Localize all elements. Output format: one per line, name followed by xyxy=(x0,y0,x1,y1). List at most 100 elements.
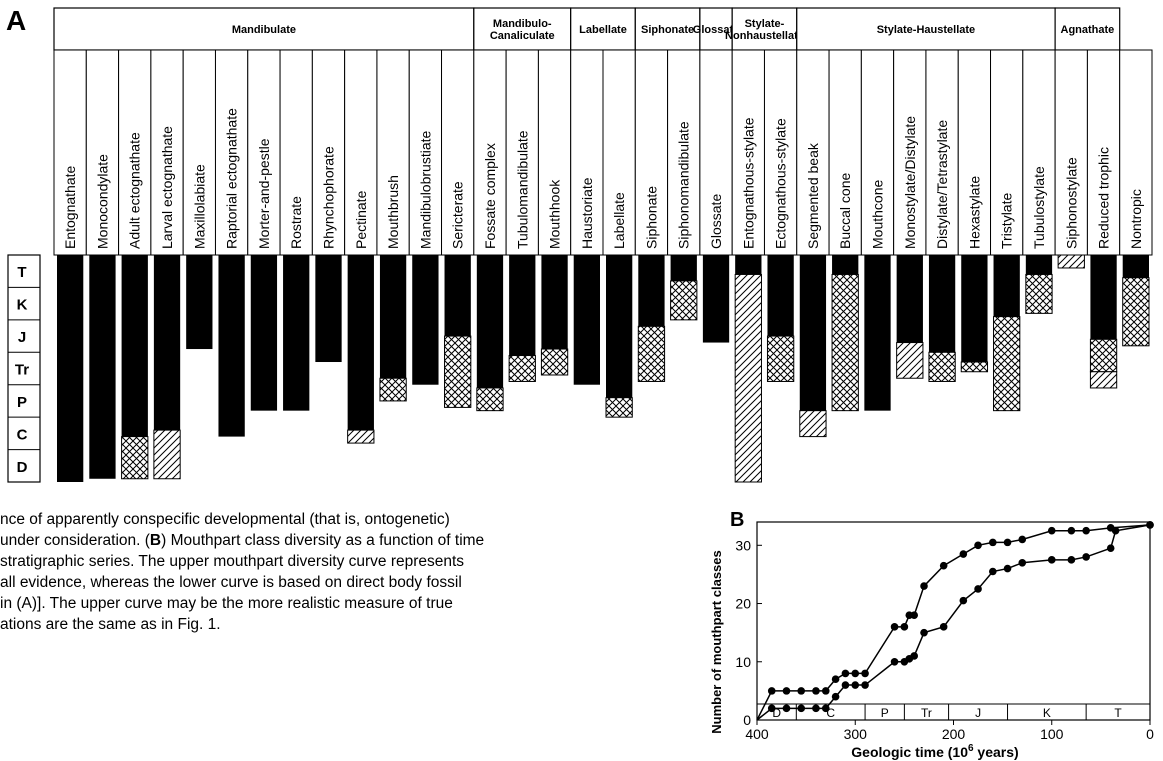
series-1-point-26 xyxy=(1146,521,1154,529)
group-label-1: Mandibulo-Canaliculate xyxy=(490,18,555,42)
series-0-point-14 xyxy=(920,582,928,590)
series-1-point-16 xyxy=(959,596,968,605)
series-0-point-7 xyxy=(841,669,850,678)
series-1-point-4 xyxy=(812,704,820,713)
bar-crosshatch-22 xyxy=(766,335,795,382)
series-1-point-25 xyxy=(1111,526,1120,535)
b-ytick-label-0: 0 xyxy=(743,712,751,728)
figure-a-stratigraphic-chart: A Mandibulate Mandibulo-Canaliculate Label… xyxy=(6,5,1153,483)
class-name-26: Monostylate/Distylate xyxy=(902,116,918,249)
bar-solid-7 xyxy=(283,255,310,411)
series-0-point-9 xyxy=(861,669,869,678)
bar-crosshatch-18 xyxy=(637,325,666,382)
class-name-19: Siphonomandibulate xyxy=(676,121,692,249)
period-label-3: Tr xyxy=(15,362,29,379)
y-axis-label: Number of mouthpart classes xyxy=(709,550,724,734)
class-name-9: Pectinate xyxy=(353,190,369,249)
class-name-20: Glossate xyxy=(708,194,724,249)
class-cell-6 xyxy=(247,49,281,256)
figure-b-diversity-chart: B Number of mouthpart classes Geologic t… xyxy=(709,509,1154,760)
caption-line-1: nce of apparently conspecific developmen… xyxy=(0,511,450,528)
series-0-point-5 xyxy=(821,687,830,695)
class-cell-0 xyxy=(53,49,87,256)
class-name-6: Morter-and-pestle xyxy=(256,138,272,249)
series-1-point-14 xyxy=(920,628,928,637)
period-axis: TKJ Tr PCD xyxy=(7,254,41,483)
class-cell-30 xyxy=(1022,49,1056,256)
group-header-7 xyxy=(1054,7,1121,51)
bar-crosshatch-27 xyxy=(928,351,956,382)
class-name-33: Nontropic xyxy=(1128,189,1144,249)
bar-solid-33 xyxy=(1122,255,1149,278)
series-0-point-17 xyxy=(974,541,982,550)
b-period-label-1: C xyxy=(826,706,835,720)
series-1-point-20 xyxy=(1018,558,1027,567)
bar-solid-10 xyxy=(379,255,407,379)
bar-crosshatch-12 xyxy=(444,335,472,408)
series-1-point-1 xyxy=(767,704,776,713)
class-name-31: Siphonostylate xyxy=(1063,157,1079,249)
class-name-12: Sericterate xyxy=(450,181,466,249)
class-name-5: Raptorial ectognathate xyxy=(224,108,240,249)
bar-solid-12 xyxy=(444,255,471,337)
caption-panel-ref: B xyxy=(149,532,162,549)
bar-solid-5 xyxy=(218,255,245,437)
bar-crosshatch-30 xyxy=(1025,273,1053,314)
series-0-point-1 xyxy=(767,687,776,695)
group-header-5 xyxy=(731,7,798,51)
class-cell-17 xyxy=(602,49,636,256)
bar-crosshatch-29 xyxy=(993,316,1021,412)
series-0-point-6 xyxy=(831,675,840,684)
series-1-point-22 xyxy=(1067,556,1076,564)
bar-solid-26 xyxy=(896,255,923,343)
caption-line-4: all evidence, whereas the lower curve is… xyxy=(0,574,462,591)
b-ytick-label-2: 20 xyxy=(735,596,751,612)
series-1-point-9 xyxy=(861,681,869,689)
series-0-point-20 xyxy=(1018,535,1027,544)
class-name-28: Hexastylate xyxy=(966,176,982,249)
series-1-point-7 xyxy=(841,681,850,689)
bar-hatched-26 xyxy=(896,342,924,379)
bar-crosshatch-2 xyxy=(121,436,149,480)
bar-solid-30 xyxy=(1025,255,1053,275)
bar-solid-17 xyxy=(606,255,633,398)
group-label-0: Mandibulate xyxy=(232,24,296,36)
b-xtick-label-3: 100 xyxy=(1040,726,1064,742)
caption-line-5: in (A)]. The upper curve may be the more… xyxy=(0,595,453,612)
class-name-21: Entognathous-stylate xyxy=(740,117,756,249)
class-columns: Entognathate Monocondylate Adult ectognath… xyxy=(53,49,1153,256)
series-0-point-2 xyxy=(782,687,791,695)
class-cell-21 xyxy=(731,49,765,256)
period-label-0: T xyxy=(17,264,26,281)
bar-solid-19 xyxy=(670,255,697,281)
series-1-point-15 xyxy=(939,623,948,631)
bar-crosshatch-17 xyxy=(605,397,633,418)
b-xtick-label-4: 0 xyxy=(1146,726,1154,742)
bar-solid-25 xyxy=(864,255,891,411)
series-0-point-18 xyxy=(989,538,997,547)
series-0-point-15 xyxy=(939,561,948,570)
series-1-point-19 xyxy=(1003,564,1012,573)
class-name-14: Tubulomandibulate xyxy=(514,130,530,249)
series-1-point-13 xyxy=(910,652,918,660)
caption-line-2: under consideration. (B) Mouthpart class… xyxy=(0,532,485,549)
bar-hatched-32 xyxy=(1089,371,1118,389)
group-headers: Mandibulate Mandibulo-Canaliculate Labella… xyxy=(53,7,1121,51)
bar-solid-15 xyxy=(541,255,568,350)
bar-crosshatch-10 xyxy=(379,377,407,402)
class-cell-11 xyxy=(408,49,443,256)
class-name-11: Mandibulobrustiate xyxy=(417,130,433,249)
bar-crosshatch-13 xyxy=(476,387,504,412)
class-cell-29 xyxy=(990,49,1024,256)
class-name-16: Haustoriate xyxy=(579,177,595,249)
bar-solid-27 xyxy=(928,255,956,353)
class-name-27: Distylate/Tetrastylate xyxy=(934,120,950,249)
bar-solid-20 xyxy=(702,255,730,343)
class-cell-20 xyxy=(699,49,733,256)
bar-solid-2 xyxy=(121,255,148,437)
class-name-18: Siphonate xyxy=(643,186,659,249)
series-0-point-19 xyxy=(1003,538,1012,547)
class-cell-16 xyxy=(570,49,604,256)
series-1-point-24 xyxy=(1106,544,1115,553)
bar-hatched-31 xyxy=(1057,254,1085,269)
